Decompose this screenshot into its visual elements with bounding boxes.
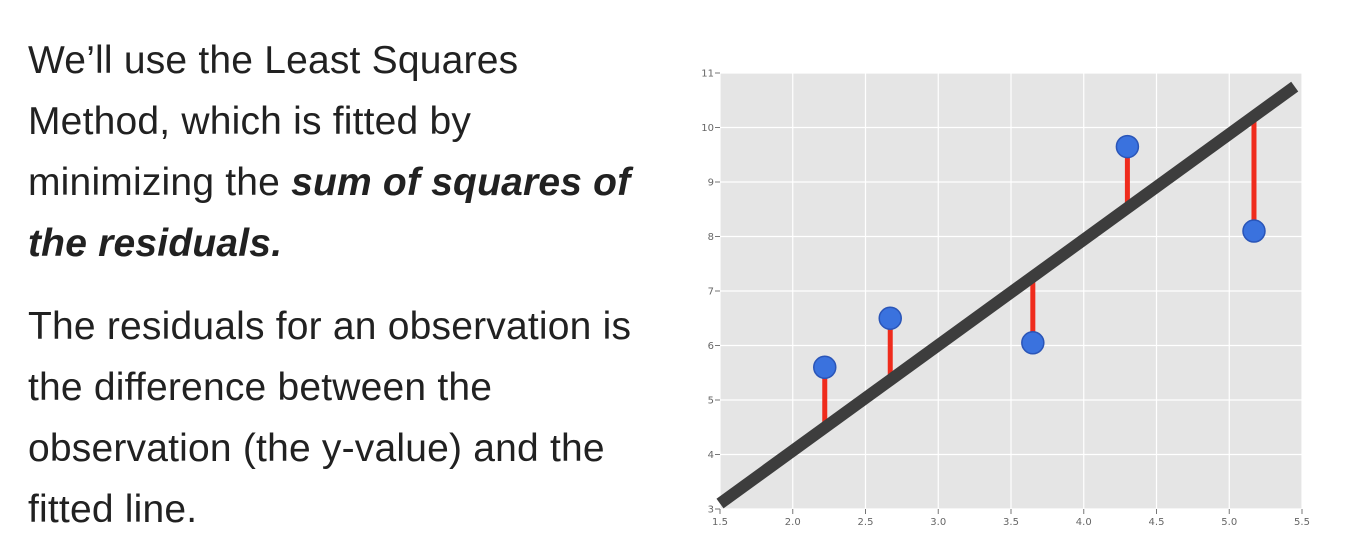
data-point bbox=[1242, 219, 1266, 243]
y-tick-label: 4 bbox=[708, 450, 714, 461]
x-tick-label: 3.5 bbox=[1003, 517, 1019, 528]
residuals-paragraph: The residuals for an observation is the … bbox=[28, 305, 632, 531]
x-tick-label: 2.5 bbox=[858, 517, 874, 528]
data-point bbox=[1021, 331, 1045, 355]
x-tick-label: 3.0 bbox=[930, 517, 946, 528]
data-point bbox=[878, 306, 902, 330]
y-tick-label: 5 bbox=[708, 396, 714, 407]
data-point bbox=[1115, 134, 1140, 159]
x-tick-label: 1.5 bbox=[712, 517, 728, 528]
x-tick-label: 2.0 bbox=[785, 517, 801, 528]
explanation-text: We’ll use the Least Squares Method, whic… bbox=[28, 30, 648, 540]
x-tick-label: 4.0 bbox=[1076, 517, 1092, 528]
least-squares-paragraph: We’ll use the Least Squares Method, whic… bbox=[28, 30, 648, 274]
y-tick-label: 3 bbox=[708, 505, 714, 516]
fitted-regression-line bbox=[716, 81, 1299, 509]
residuals-scatter-chart: 1.5 2.0 2.5 3.0 3.5 4.0 4.5 5.0 5.5 3 4 5 6 7 8 9 10 11 bbox=[701, 69, 1310, 529]
y-tick-label: 6 bbox=[708, 341, 714, 352]
y-tick-label: 10 bbox=[701, 123, 714, 134]
y-tick-label: 11 bbox=[701, 69, 714, 80]
y-tick-label: 8 bbox=[708, 232, 714, 243]
y-tick-label: 7 bbox=[708, 287, 714, 298]
x-tick-label: 5.0 bbox=[1221, 517, 1237, 528]
x-tick-label: 5.5 bbox=[1294, 517, 1310, 528]
sum-of-squares-emphasis: sum of squares of the residuals. bbox=[28, 161, 631, 265]
least-squares-text: We’ll use the Least Squares Method, whic… bbox=[28, 39, 519, 204]
data-point bbox=[813, 355, 837, 380]
x-tick-label: 4.5 bbox=[1149, 517, 1165, 528]
y-tick-label: 9 bbox=[708, 178, 714, 189]
